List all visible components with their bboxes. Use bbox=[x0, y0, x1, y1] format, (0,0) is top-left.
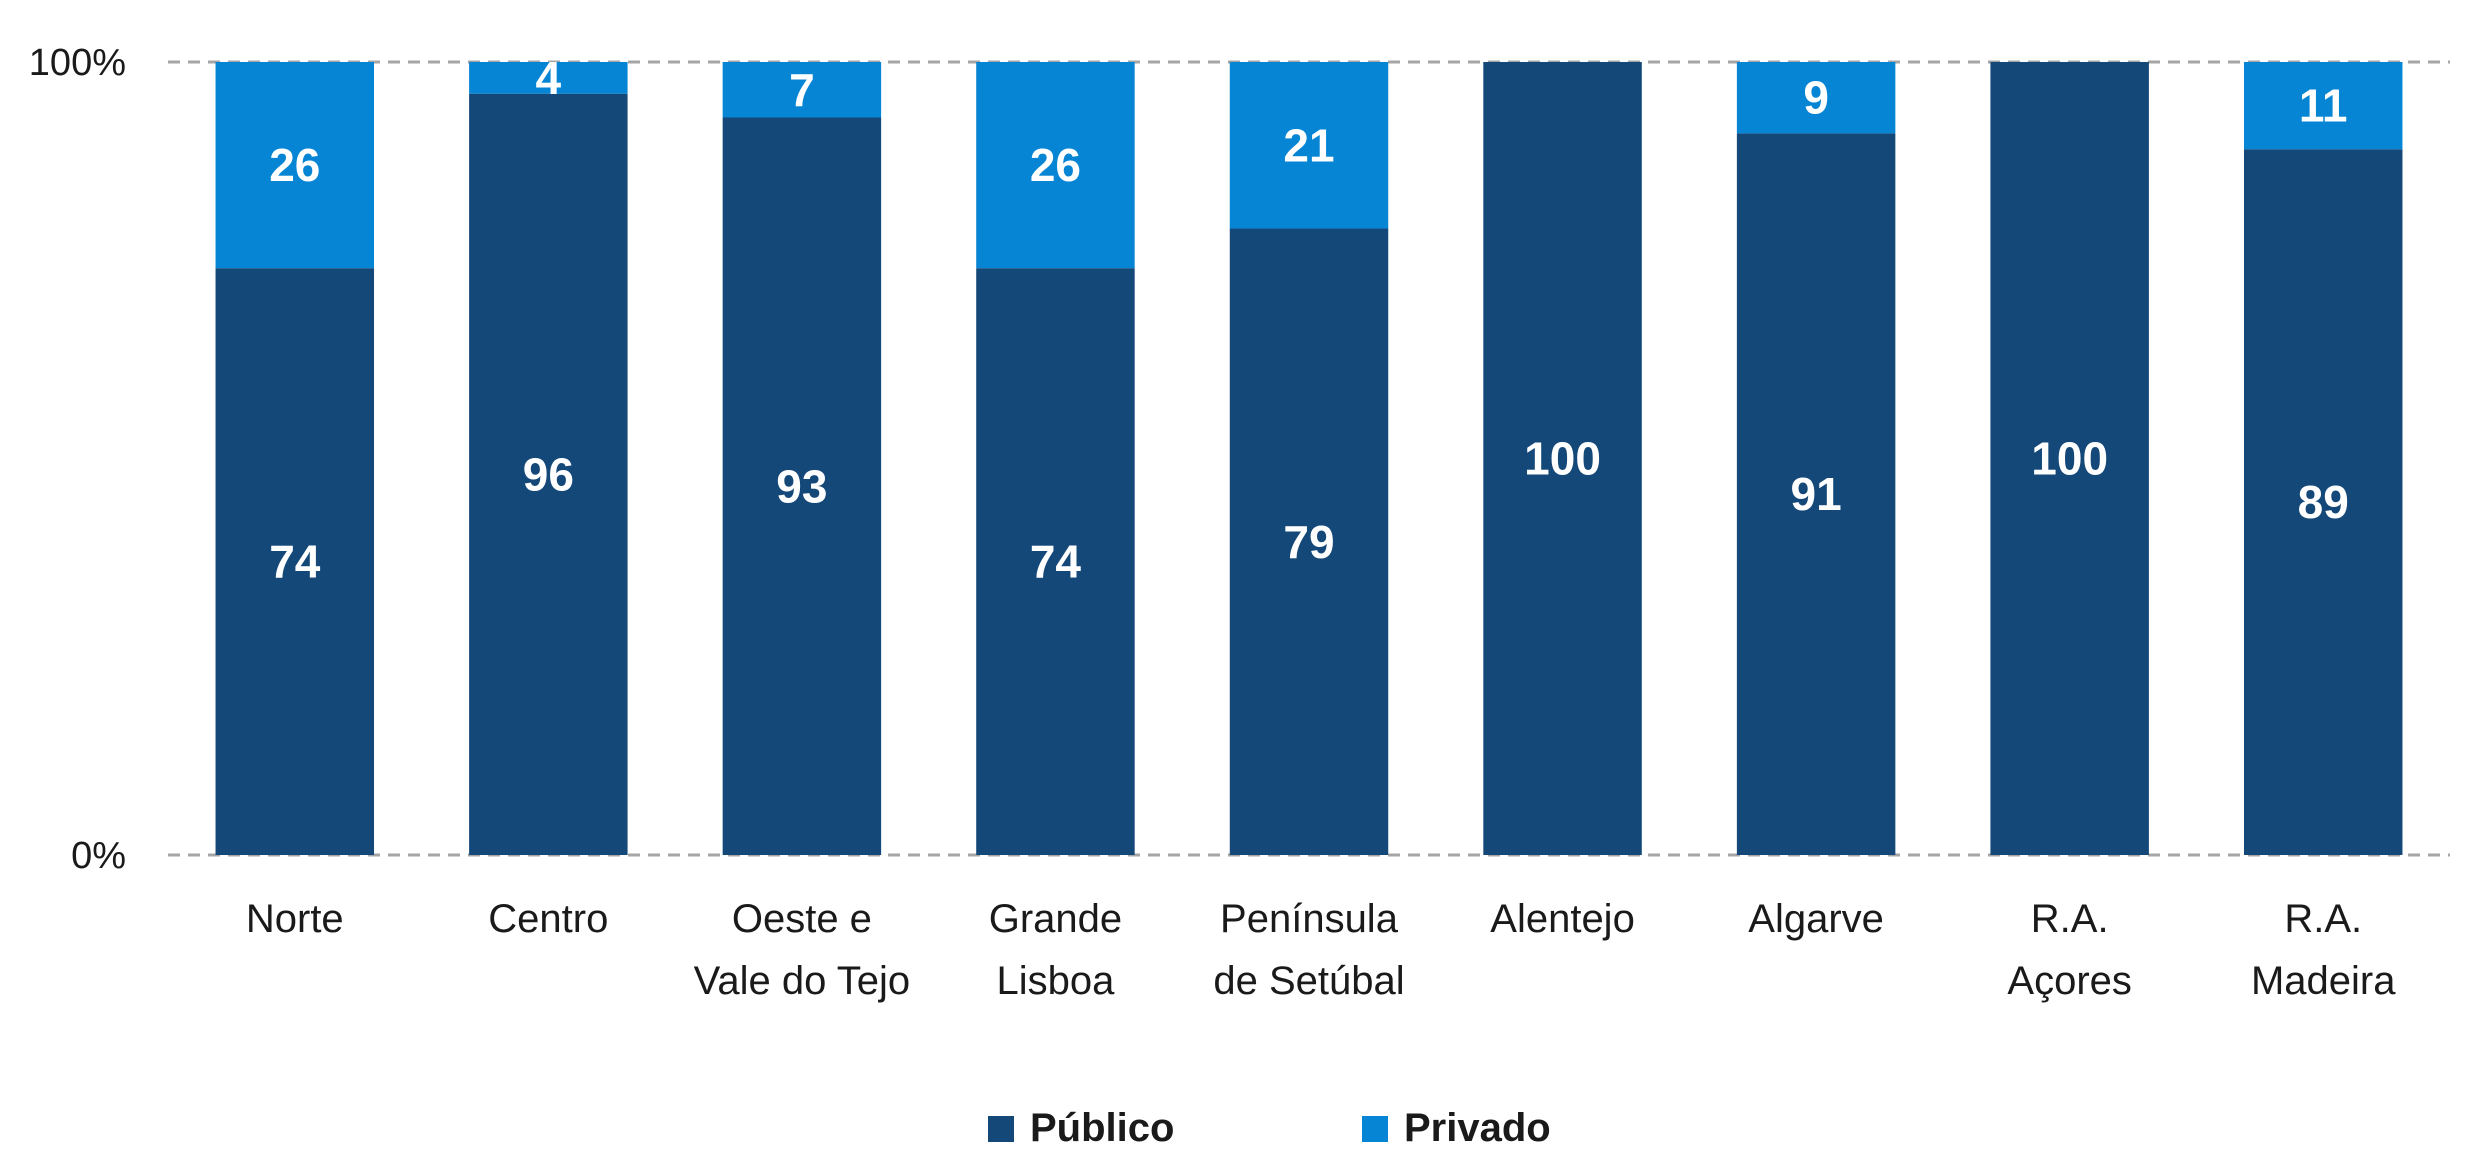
data-label: 74 bbox=[269, 536, 321, 588]
legend-swatch bbox=[988, 1116, 1014, 1142]
x-tick-label-line: Vale do Tejo bbox=[694, 959, 910, 1003]
x-tick-label: Norte bbox=[246, 897, 344, 941]
data-label: 11 bbox=[2299, 80, 2348, 132]
legend-swatch bbox=[1362, 1116, 1388, 1142]
bars bbox=[215, 62, 2403, 856]
x-tick-label-line: Oeste e bbox=[732, 897, 872, 941]
x-tick-label-line: Centro bbox=[488, 897, 608, 941]
bar-publico-7 bbox=[1990, 62, 2149, 855]
x-tick-label-line: Algarve bbox=[1748, 897, 1884, 941]
bar-publico-3 bbox=[976, 268, 1135, 855]
x-tick-label-line: Alentejo bbox=[1490, 897, 1635, 941]
data-label: 26 bbox=[269, 139, 320, 191]
x-tick-label: Península de Setúbal bbox=[1213, 897, 1404, 1003]
x-tick-label: Algarve bbox=[1748, 897, 1884, 941]
x-tick-label-line: Grande bbox=[989, 897, 1122, 941]
bar-publico-2 bbox=[722, 117, 882, 855]
x-tick-label-line: R.A. bbox=[2284, 897, 2362, 941]
bar-privado-2 bbox=[722, 62, 882, 118]
x-axis: Norte Centro Oeste e Vale do Tejo Grande Lisb… bbox=[246, 897, 2396, 1003]
bar-privado-4 bbox=[1229, 62, 1389, 229]
bar-privado-1 bbox=[469, 62, 628, 94]
bar-publico-1 bbox=[469, 93, 628, 856]
x-tick-label: Alentejo bbox=[1490, 897, 1635, 941]
data-label: 100 bbox=[1524, 433, 1601, 485]
x-tick-label-line: R.A. bbox=[2031, 897, 2109, 941]
y-axis: 0% 100% bbox=[29, 42, 126, 877]
x-tick-label-line: Península bbox=[1220, 897, 1399, 941]
data-label: 89 bbox=[2298, 476, 2349, 528]
x-tick-label-line: Lisboa bbox=[997, 959, 1116, 1003]
x-tick-label-line: Madeira bbox=[2251, 959, 2396, 1003]
data-labels: 74 26 96 4 93 7 74 26 79 21 100 91 9 100 89 11 bbox=[269, 52, 2349, 588]
x-tick-label: R.A. Açores bbox=[2007, 897, 2132, 1003]
x-tick-label: R.A. Madeira bbox=[2251, 897, 2396, 1003]
data-label: 93 bbox=[776, 460, 827, 512]
data-label: 100 bbox=[2031, 433, 2108, 485]
data-label: 91 bbox=[1791, 468, 1842, 520]
legend: Público Privado bbox=[988, 1106, 1551, 1150]
x-tick-label: Centro bbox=[488, 897, 608, 941]
bar-publico-5 bbox=[1483, 62, 1642, 855]
data-label: 4 bbox=[536, 52, 562, 104]
data-label: 9 bbox=[1803, 72, 1829, 124]
legend-label: Público bbox=[1030, 1106, 1174, 1150]
data-label: 7 bbox=[789, 64, 815, 116]
legend-item-privado: Privado bbox=[1362, 1106, 1551, 1150]
bar-privado-3 bbox=[976, 62, 1135, 269]
y-tick-label: 0% bbox=[71, 835, 126, 877]
bar-publico-0 bbox=[215, 268, 375, 855]
bar-publico-4 bbox=[1229, 228, 1389, 855]
data-label: 74 bbox=[1030, 536, 1082, 588]
y-tick-label: 100% bbox=[29, 42, 126, 84]
x-tick-label-line: de Setúbal bbox=[1213, 959, 1404, 1003]
legend-label: Privado bbox=[1404, 1106, 1551, 1150]
data-label: 21 bbox=[1283, 119, 1334, 171]
bar-privado-8 bbox=[2243, 62, 2403, 150]
data-label: 79 bbox=[1283, 516, 1334, 568]
data-label: 96 bbox=[523, 448, 574, 500]
data-label: 26 bbox=[1030, 139, 1081, 191]
legend-item-publico: Público bbox=[988, 1106, 1174, 1150]
bar-publico-6 bbox=[1736, 133, 1896, 855]
x-tick-label-line: Norte bbox=[246, 897, 344, 941]
bar-privado-0 bbox=[215, 62, 375, 269]
bar-publico-8 bbox=[2243, 149, 2403, 856]
x-tick-label-line: Açores bbox=[2007, 959, 2132, 1003]
x-tick-label: Grande Lisboa bbox=[989, 897, 1122, 1003]
x-tick-label: Oeste e Vale do Tejo bbox=[694, 897, 910, 1003]
bar-privado-6 bbox=[1736, 62, 1896, 134]
